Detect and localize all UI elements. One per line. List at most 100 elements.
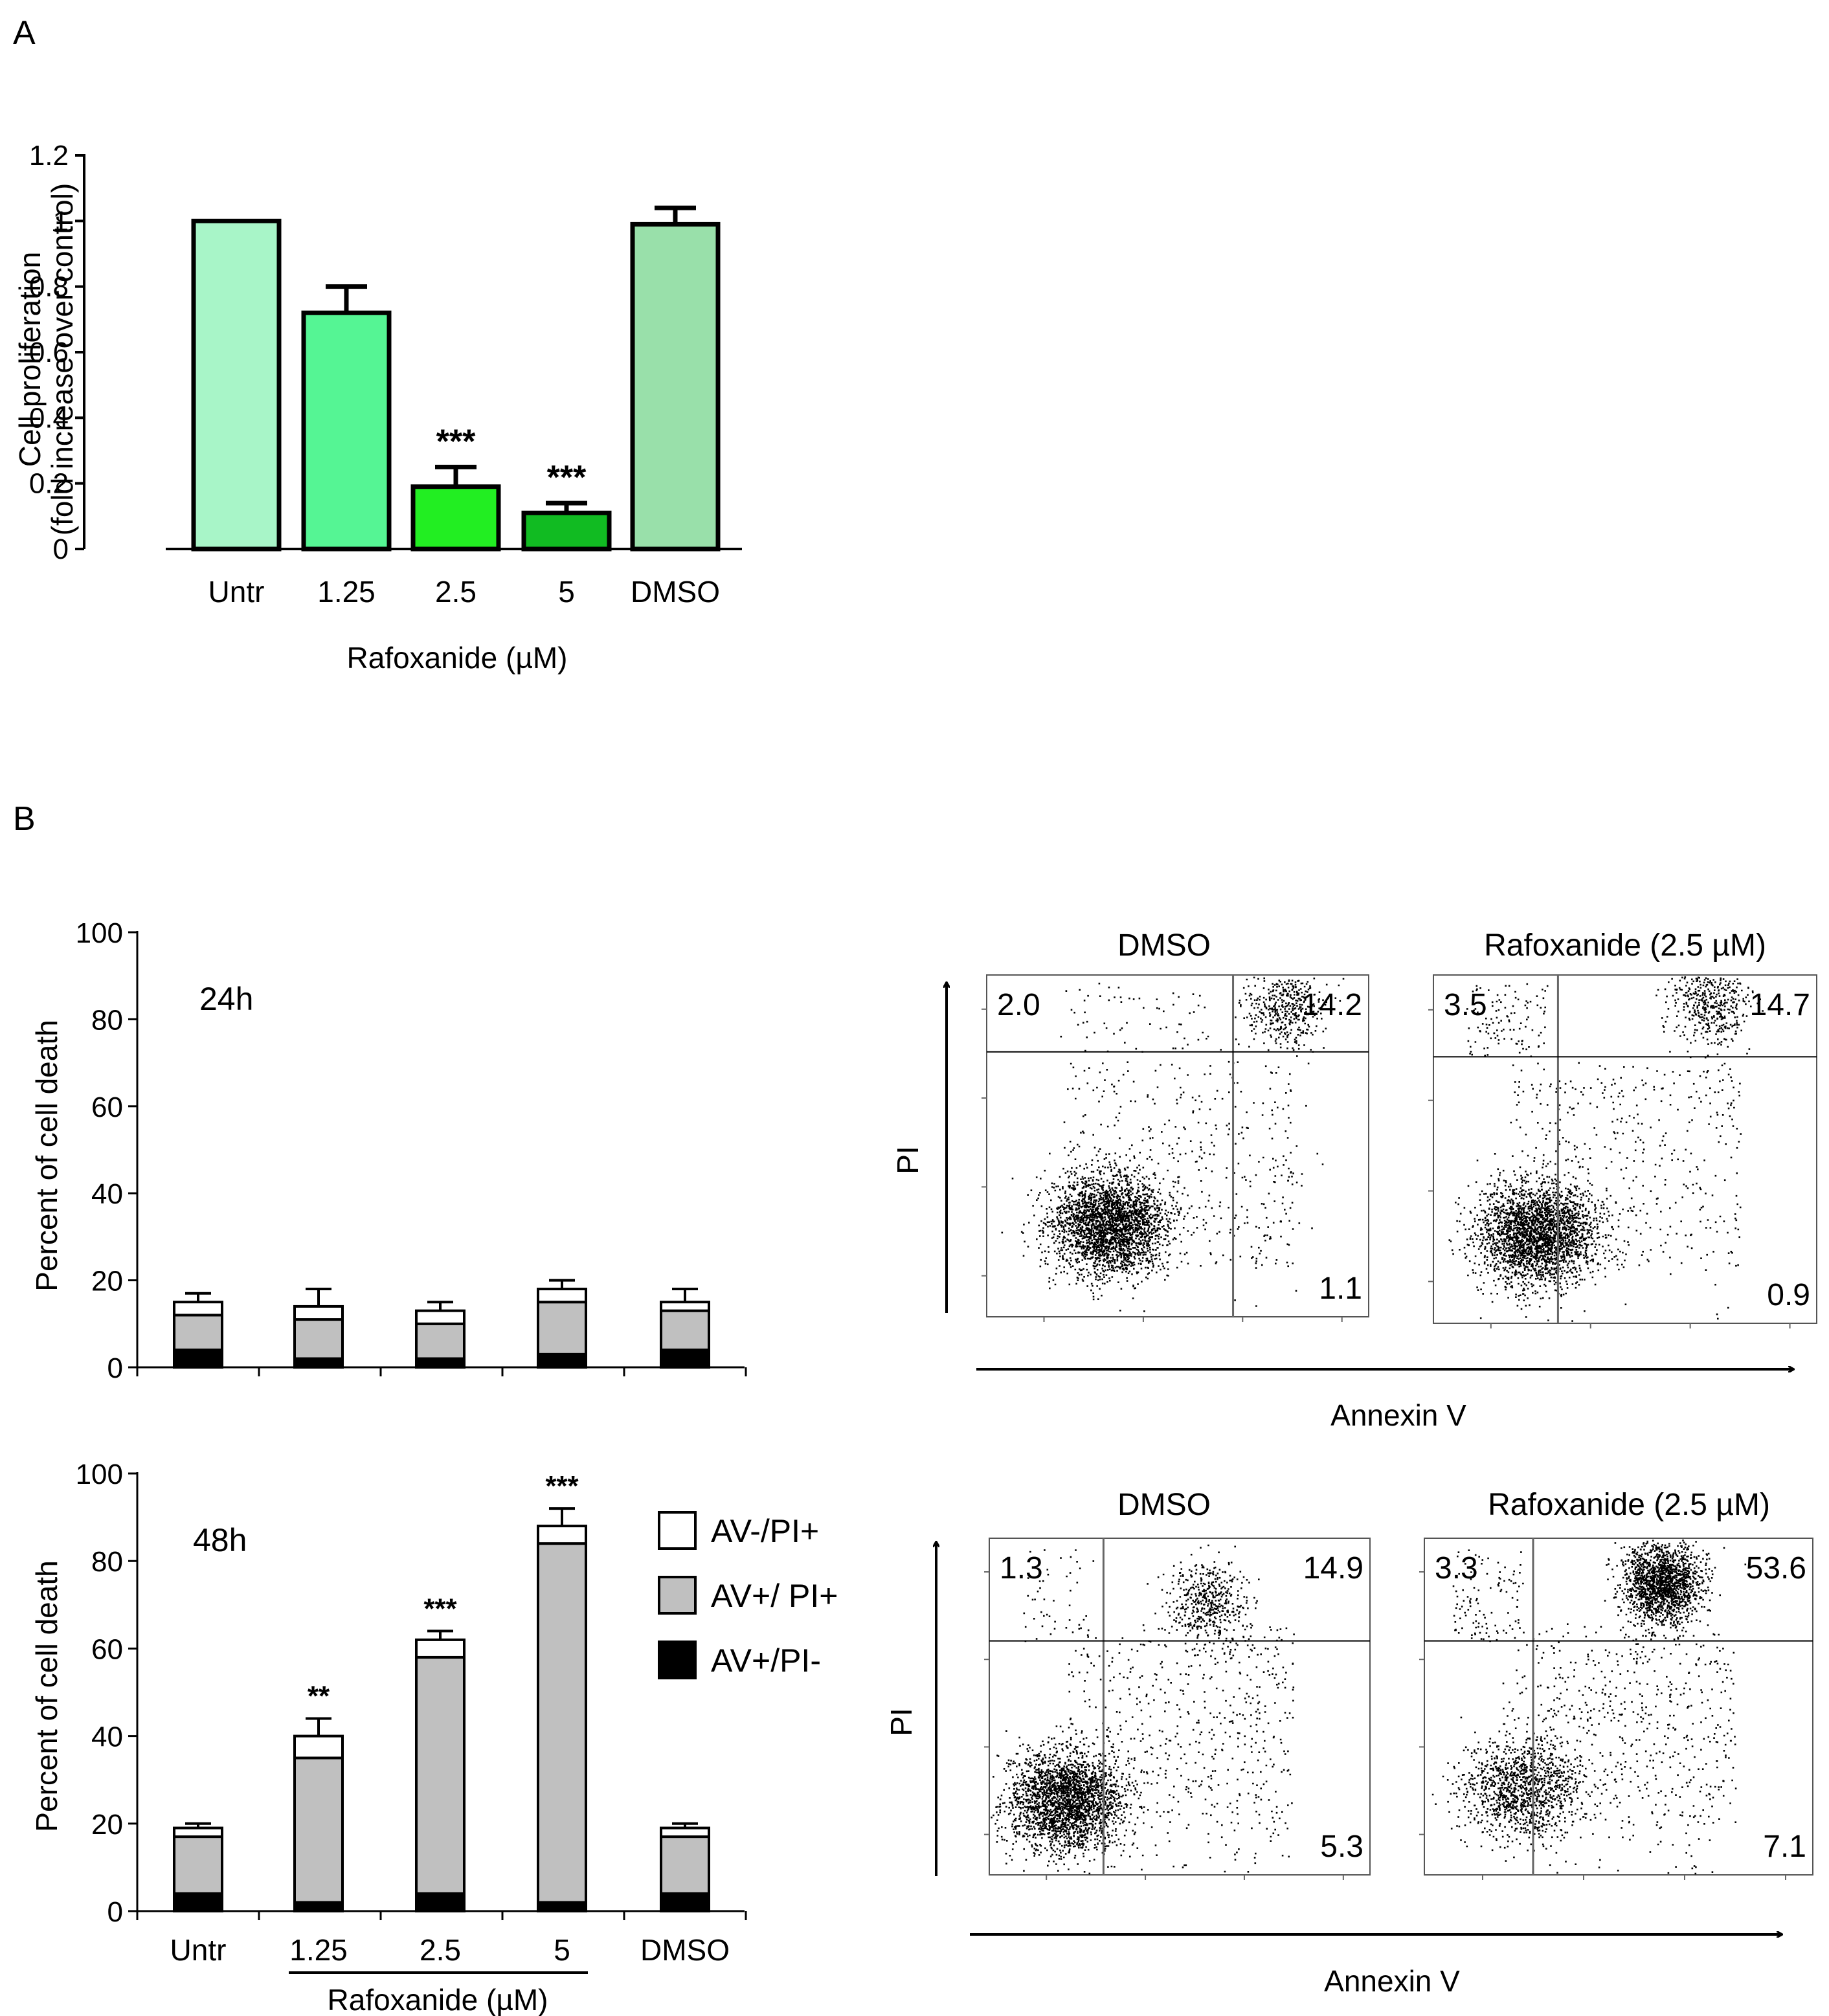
y-tick-label: 40 <box>91 1721 123 1753</box>
x-tick-label: 5 <box>554 1933 570 1967</box>
legend-label-av-neg-pi-pos: AV-/PI+ <box>711 1513 819 1549</box>
stacked-segment-avpi <box>537 1542 587 1904</box>
y-tick-label: 40 <box>91 1178 123 1210</box>
stacked-segment-avpi <box>293 1734 344 1760</box>
flow-cytometry-48h: DMSO Rafoxanide (2.5 µM) PI Annexin V 1.… <box>884 1488 1813 1998</box>
stacked-segment-avpi <box>415 1892 466 1912</box>
quadrant-upper-right-value: 14.7 <box>1750 988 1810 1022</box>
dot-plot-rafoxanide: 3.5 14.7 0.9 <box>1428 974 1817 1328</box>
pi-axis-label-48h: PI <box>884 1708 918 1736</box>
y-tick-label: 80 <box>91 1546 123 1578</box>
annexin-axis-label-48h: Annexin V <box>1324 1964 1460 1998</box>
stacked-segment-avpi <box>660 1301 710 1312</box>
y-tick-label: 1.2 <box>29 140 69 172</box>
y-tick-label: 80 <box>91 1004 123 1036</box>
quadrant-lower-right-value: 5.3 <box>1320 1830 1363 1864</box>
y-axis-title-48h: Percent of cell death <box>30 1560 63 1831</box>
dot-plot-rafoxanide: 3.3 53.6 7.1 <box>1419 1538 1813 1880</box>
y-tick-label: 0.6 <box>29 337 69 368</box>
x-tick-label: Untr <box>208 575 265 609</box>
stacked-segment-avpi <box>660 1309 710 1352</box>
stacked-segment-avpi <box>173 1301 223 1317</box>
pi-axis-label-24h: PI <box>891 1146 925 1174</box>
stacked-segment-avpi <box>293 1318 344 1360</box>
y-tick-label: 0.2 <box>29 468 69 500</box>
flow-cytometry-24h: DMSO Rafoxanide (2.5 µM) PI Annexin V 2.… <box>891 928 1817 1432</box>
stacked-segment-avpi <box>660 1826 710 1839</box>
y-tick-label: 0 <box>53 533 69 565</box>
x-tick-label: 2.5 <box>435 575 477 609</box>
scatter-dots <box>1001 976 1345 1312</box>
y-axis-title-line1: Cell proliferation <box>13 252 47 467</box>
cell-death-48h-chart: Percent of cell death 48h Rafoxanide (µM… <box>30 1459 747 2016</box>
stacked-segment-avpi <box>293 1901 344 1912</box>
dot-plot-dmso: 1.3 14.9 5.3 <box>984 1538 1371 1880</box>
dot-plot-dmso: 2.0 14.2 1.1 <box>982 974 1369 1322</box>
quadrant-upper-left-value: 3.5 <box>1444 988 1487 1022</box>
stacked-segment-avpi <box>415 1357 466 1369</box>
bar-2-5 <box>410 484 501 552</box>
y-tick-label: 60 <box>91 1092 123 1123</box>
legend-swatch-av-pos-pi-neg <box>658 1641 697 1679</box>
significance-label: *** <box>436 423 476 460</box>
dot-plot-frame <box>1433 974 1817 1324</box>
dot-plot-frame <box>1424 1538 1813 1876</box>
cell-death-24h-chart: Percent of cell death 24h 0 20 40 60 80 100 <box>30 917 747 1384</box>
time-label-24h: 24h <box>199 981 253 1017</box>
quadrant-upper-right-value: 14.9 <box>1303 1551 1363 1585</box>
x-tick-label: Untr <box>170 1933 227 1967</box>
y-axis-title-line2: (fold increase over control) <box>45 183 79 536</box>
stacked-segment-avpi <box>293 1305 344 1321</box>
annexin-axis-label-24h: Annexin V <box>1330 1398 1466 1432</box>
stacked-segment-avpi <box>293 1756 344 1904</box>
y-tick-label: 1 <box>53 205 69 237</box>
y-tick-label: 0 <box>107 1352 123 1384</box>
legend-label-av-pos-pi-pos: AV+/ PI+ <box>711 1578 838 1614</box>
group-label-48h: Rafoxanide (µM) <box>328 1983 548 2016</box>
bar-dmso <box>630 221 721 552</box>
y-tick-label: 0.4 <box>29 402 69 434</box>
significance-label: *** <box>545 1470 579 1502</box>
y-tick-label: 100 <box>76 917 123 949</box>
bar-1-25 <box>301 310 392 552</box>
quadrant-upper-left-value: 1.3 <box>1000 1551 1043 1585</box>
significance-label: *** <box>423 1593 457 1624</box>
stacked-segment-avpi <box>537 1288 587 1304</box>
y-tick-label: 60 <box>91 1633 123 1665</box>
bar-5 <box>521 510 612 552</box>
y-tick-label: 0.8 <box>29 271 69 303</box>
panel-label-a: A <box>13 14 36 52</box>
y-axis-title-24h: Percent of cell death <box>30 1020 63 1291</box>
quadrant-upper-right-value: 14.2 <box>1302 988 1362 1022</box>
legend: AV-/PI+ AV+/ PI+ AV+/PI- <box>658 1511 838 1679</box>
stacked-segment-avpi <box>660 1892 710 1912</box>
x-tick-label: 1.25 <box>289 1933 348 1967</box>
y-tick-label: 20 <box>91 1266 123 1297</box>
flow-title-dmso-48h: DMSO <box>1117 1488 1211 1522</box>
flow-title-dmso-24h: DMSO <box>1117 928 1211 963</box>
scatter-dots <box>1431 1540 1747 1875</box>
stacked-segment-avpi <box>537 1352 587 1369</box>
legend-swatch-av-pos-pi-pos <box>658 1576 697 1615</box>
x-tick-label: 5 <box>558 575 575 609</box>
y-tick-label: 100 <box>76 1459 123 1490</box>
time-label-48h: 48h <box>193 1522 247 1558</box>
stacked-segment-avpi <box>537 1301 587 1356</box>
stacked-segment-avpi <box>293 1357 344 1369</box>
x-tick-label: 2.5 <box>420 1933 461 1967</box>
legend-swatch-av-neg-pi-pos <box>658 1511 697 1550</box>
scatter-dots <box>1448 976 1764 1322</box>
stacked-segment-avpi <box>415 1309 466 1325</box>
proliferation-chart: Cell proliferation (fold increase over c… <box>13 140 742 675</box>
stacked-segment-avpi <box>173 1835 223 1895</box>
stacked-segment-avpi <box>537 1525 587 1545</box>
quadrant-upper-left-value: 2.0 <box>997 988 1040 1022</box>
legend-label-av-pos-pi-neg: AV+/PI- <box>711 1642 821 1679</box>
dot-plot-frame <box>986 974 1369 1317</box>
y-tick-label: 0 <box>107 1896 123 1928</box>
stacked-segment-avpi <box>660 1349 710 1369</box>
stacked-segment-avpi <box>173 1826 223 1839</box>
quadrant-upper-left-value: 3.3 <box>1435 1551 1478 1585</box>
y-tick-label: 20 <box>91 1809 123 1841</box>
